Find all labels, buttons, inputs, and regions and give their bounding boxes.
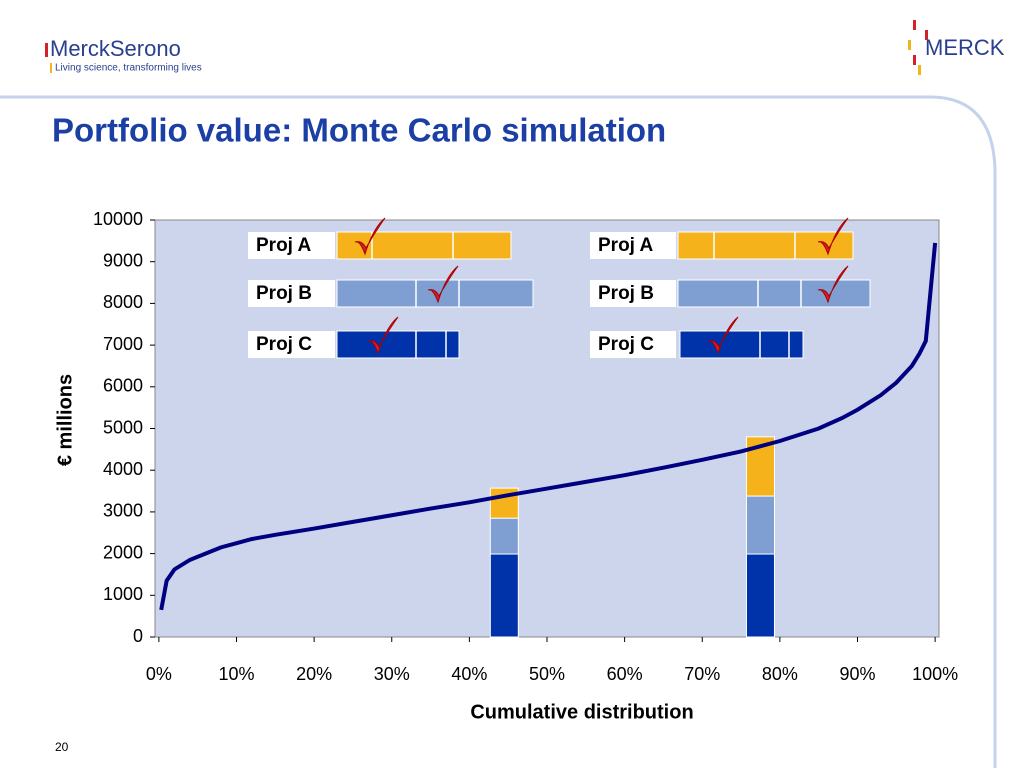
- y-tick-label: 8000: [103, 292, 143, 312]
- check-mark: [367, 316, 399, 355]
- y-tick-label: 9000: [103, 250, 143, 270]
- logo-mark: [50, 63, 52, 73]
- panel-label-box: [248, 280, 335, 307]
- y-axis-label: € millions: [54, 374, 76, 466]
- merck-logo: [908, 20, 928, 75]
- y-tick-label: 10000: [93, 209, 143, 229]
- bar-segment: [489, 517, 519, 555]
- x-tick-label: 10%: [218, 664, 254, 684]
- check-mark: [817, 265, 849, 304]
- check-mark: [817, 217, 849, 256]
- logo-text: MERCK: [925, 35, 1005, 60]
- y-tick-label: 2000: [103, 542, 143, 562]
- check-mark: [354, 217, 386, 256]
- page-number: 20: [55, 740, 69, 754]
- y-tick-label: 5000: [103, 417, 143, 437]
- y-tick-label: 1000: [103, 584, 143, 604]
- data-line: [159, 242, 938, 611]
- panel-label: Proj C: [256, 334, 312, 355]
- y-tick-label: 0: [133, 626, 143, 646]
- panel-bar: [679, 330, 804, 359]
- y-tick-label: 3000: [103, 501, 143, 521]
- x-tick-label: 100%: [912, 664, 958, 684]
- y-tick-label: 6000: [103, 376, 143, 396]
- logo-mark: [45, 43, 48, 57]
- bar-segment: [745, 495, 775, 555]
- x-tick-label: 90%: [839, 664, 875, 684]
- x-tick-label: 40%: [451, 664, 487, 684]
- panel-label: Proj B: [256, 283, 312, 304]
- panel-label-box: [248, 331, 335, 358]
- panel-label-box: [590, 331, 676, 358]
- x-tick-label: 30%: [374, 664, 410, 684]
- panel-bar: [336, 330, 460, 359]
- brand: MerckSerono: [50, 36, 181, 61]
- panel-label: Proj A: [256, 235, 312, 256]
- x-tick-label: 20%: [296, 664, 332, 684]
- panel-label: Proj B: [598, 283, 654, 304]
- chart-title: Portfolio value: Monte Carlo simulation: [52, 112, 666, 149]
- x-tick-label: 80%: [762, 664, 798, 684]
- panel-label-box: [590, 232, 676, 259]
- check-mark: [707, 316, 739, 355]
- bar-segment: [489, 553, 519, 638]
- y-tick-label: 4000: [103, 459, 143, 479]
- check-mark: [427, 265, 459, 304]
- panel-label-box: [248, 232, 335, 259]
- panel-label: Proj A: [598, 235, 654, 256]
- x-axis-label: Cumulative distribution: [470, 701, 693, 723]
- tagline: Living science, transforming lives: [55, 63, 202, 74]
- panel-label-box: [590, 280, 676, 307]
- panel-bar: [677, 279, 871, 308]
- x-tick-label: 60%: [607, 664, 643, 684]
- x-tick-label: 0%: [146, 664, 172, 684]
- panel-label: Proj C: [598, 334, 654, 355]
- bar-segment: [745, 553, 775, 638]
- y-tick-label: 7000: [103, 334, 143, 354]
- slide-frame: [0, 95, 997, 768]
- panel-bar: [336, 231, 512, 260]
- x-tick-label: 70%: [684, 664, 720, 684]
- x-tick-label: 50%: [529, 664, 565, 684]
